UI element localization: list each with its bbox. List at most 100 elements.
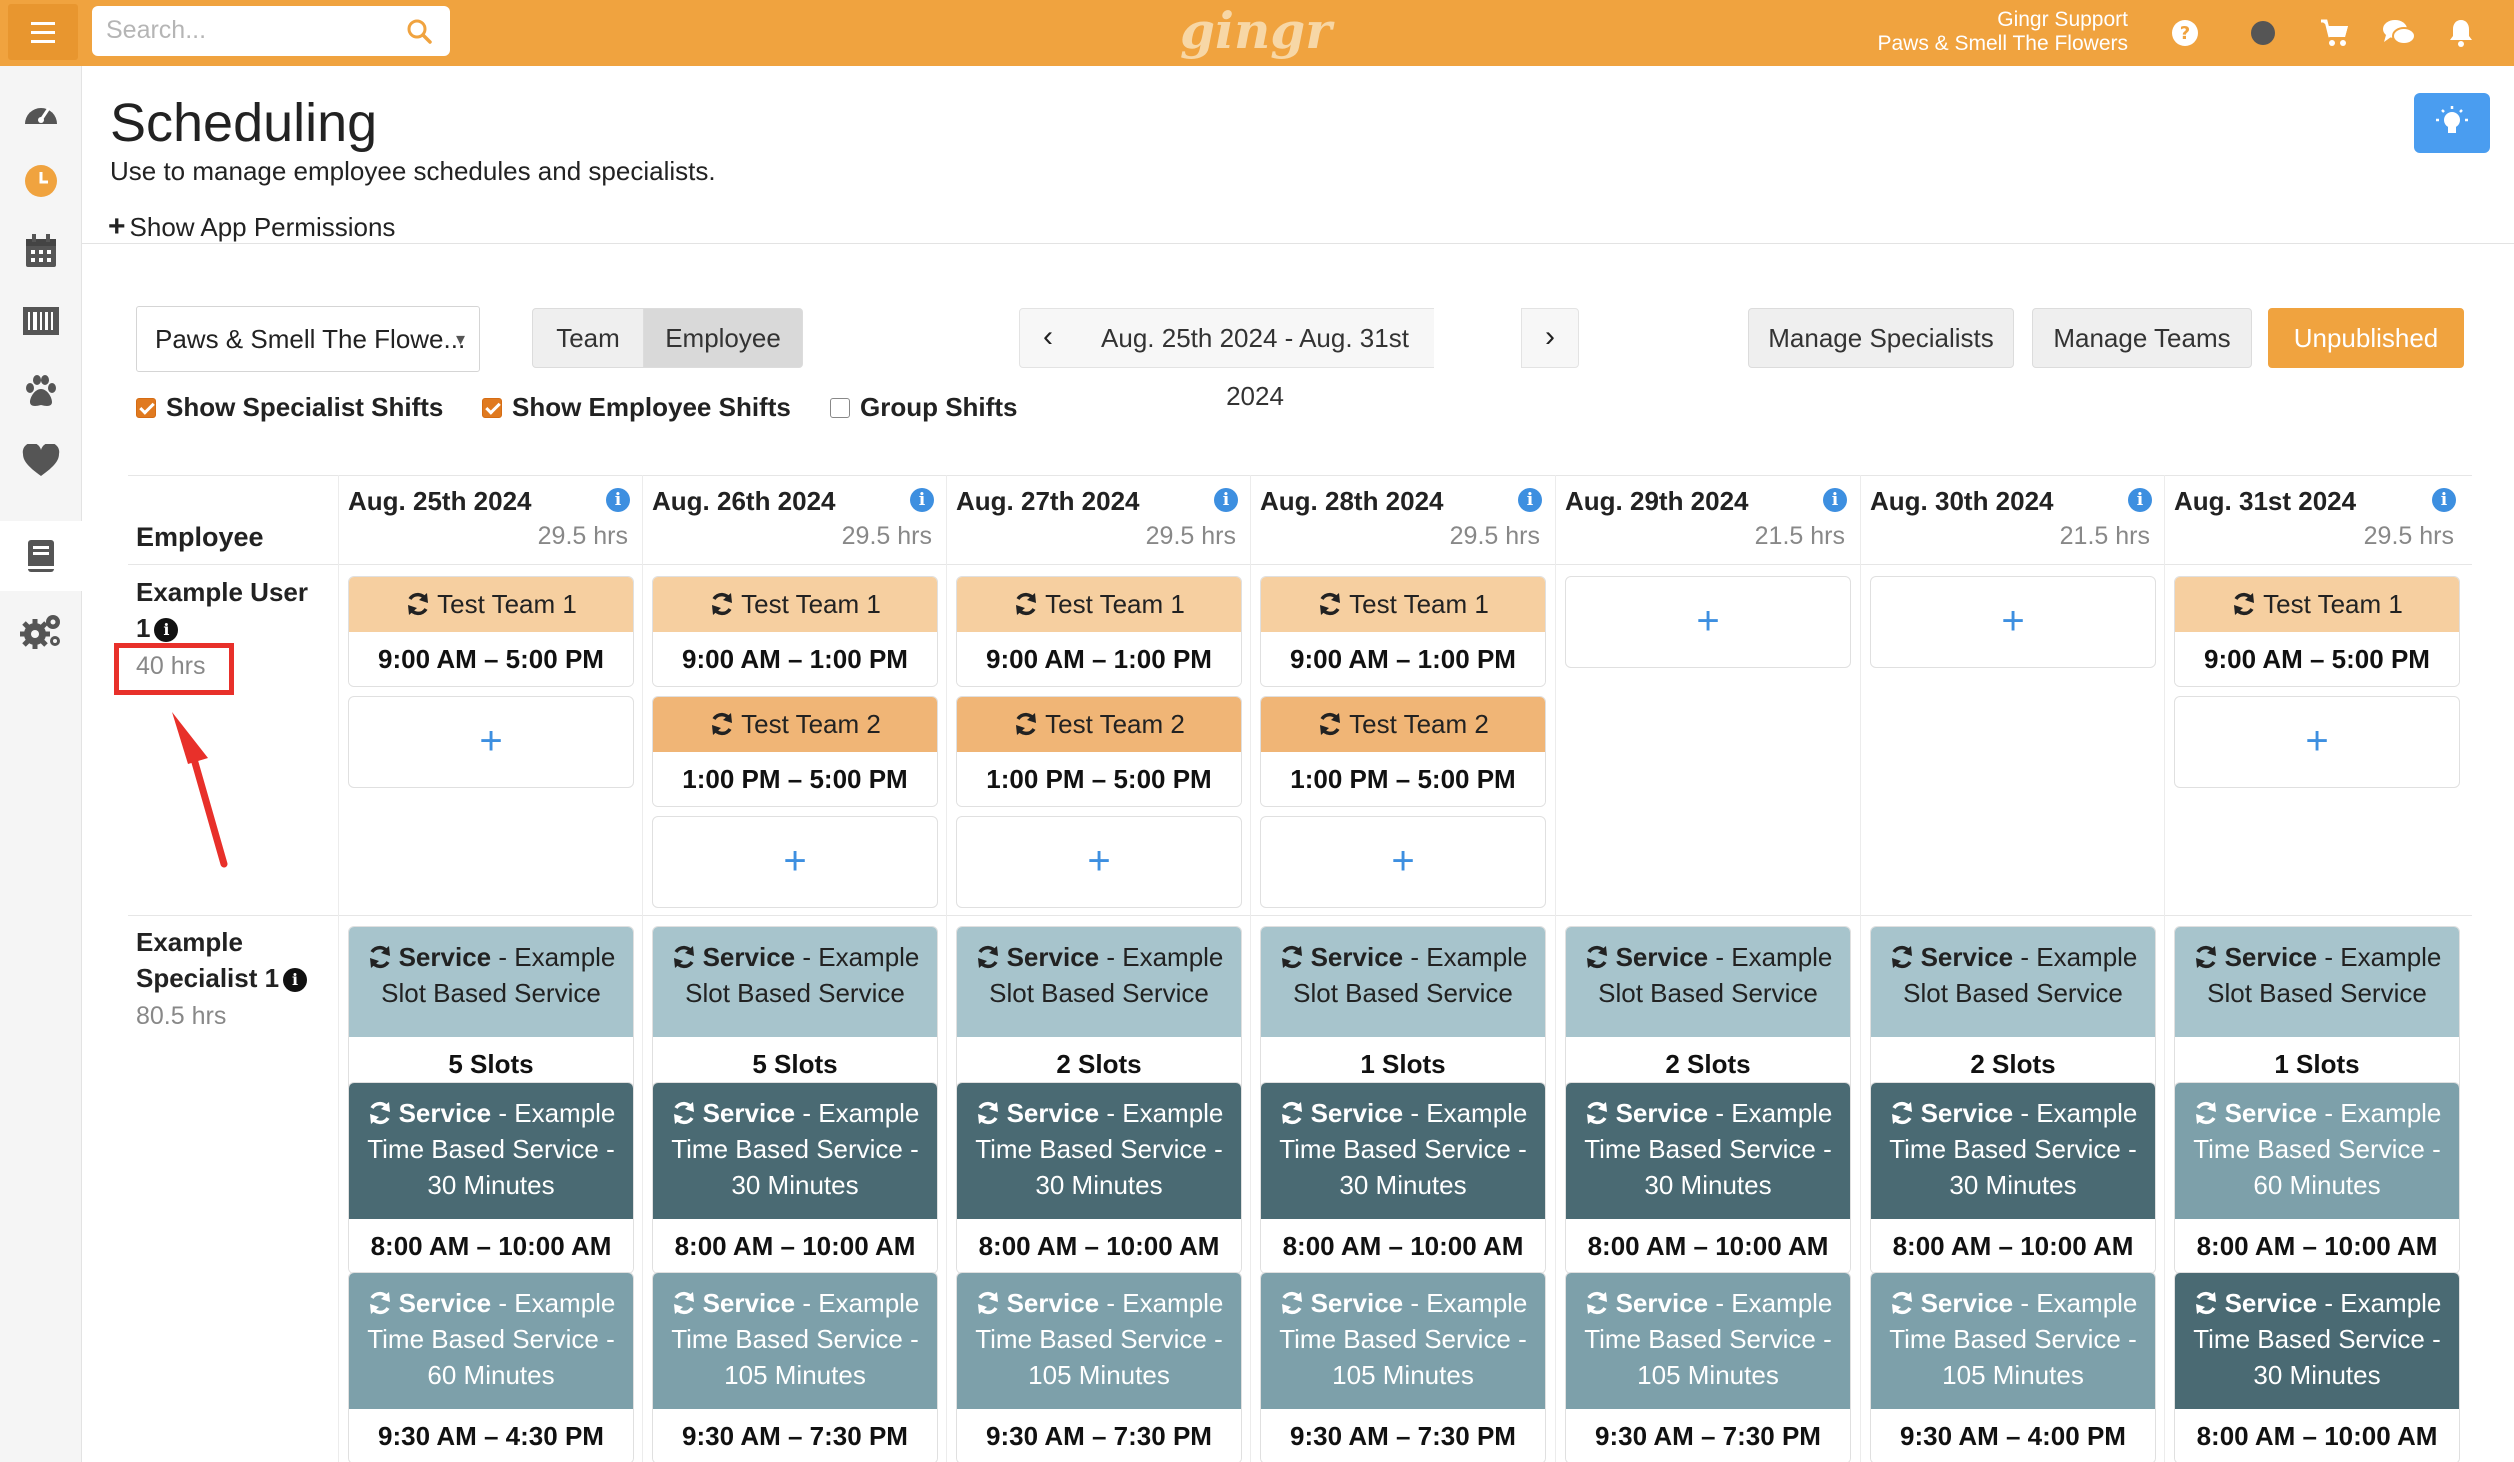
shift-team: Test Team 1 <box>741 589 881 619</box>
search-input[interactable] <box>106 6 386 54</box>
sync-icon <box>1586 1101 1607 1125</box>
checkbox-checked[interactable] <box>482 397 502 418</box>
manage-teams-button[interactable]: Manage Teams <box>2032 308 2252 368</box>
service-label: Service <box>1310 1288 1404 1318</box>
menu-icon[interactable] <box>8 4 78 60</box>
team-view-button[interactable]: Team <box>532 308 644 368</box>
show-specialist-shifts-checkbox[interactable]: Show Specialist Shifts <box>136 392 443 423</box>
service-card[interactable]: Service - Example Time Based Service - 3… <box>1870 1082 2156 1274</box>
search-box[interactable] <box>92 6 450 56</box>
shift-card[interactable]: Test Team 1 9:00 AM – 1:00 PM <box>652 576 938 687</box>
service-card[interactable]: Service - Example Time Based Service - 1… <box>652 1272 938 1462</box>
service-card[interactable]: Service - Example Time Based Service - 3… <box>956 1082 1242 1274</box>
user-info[interactable]: Gingr Support Paws & Smell The Flowers <box>1877 8 2128 56</box>
service-card[interactable]: Service - Example Time Based Service - 3… <box>1260 1082 1546 1274</box>
info-icon[interactable]: i <box>1214 488 1238 512</box>
paw-icon[interactable] <box>0 356 82 426</box>
add-shift-button[interactable]: + <box>1870 576 2156 668</box>
book-icon[interactable] <box>0 521 82 591</box>
shift-card[interactable]: Test Team 2 1:00 PM – 5:00 PM <box>1260 696 1546 807</box>
service-card[interactable]: Service - Example Time Based Service - 3… <box>348 1082 634 1274</box>
service-card[interactable]: Service - Example Slot Based Service 1 Sl… <box>2174 926 2460 1092</box>
service-label: Service <box>1615 1098 1709 1128</box>
service-card[interactable]: Service - Example Slot Based Service 2 Sl… <box>1565 926 1851 1092</box>
barcode-icon[interactable] <box>0 286 82 356</box>
day-hours: 29.5 hrs <box>841 522 932 550</box>
show-employee-shifts-label: Show Employee Shifts <box>512 392 791 422</box>
service-description: - Example Slot Based Service <box>685 942 920 1008</box>
service-description: - Example Time Based Service - 105 Minut… <box>671 1288 920 1390</box>
red-arrow-icon <box>172 712 228 868</box>
prev-week-button[interactable]: ‹ <box>1019 308 1077 368</box>
add-shift-button[interactable]: + <box>956 816 1242 908</box>
lightbulb-button[interactable] <box>2414 93 2490 153</box>
checkbox-unchecked[interactable] <box>830 397 850 418</box>
service-detail: 8:00 AM – 10:00 AM <box>653 1219 937 1273</box>
service-card[interactable]: Service - Example Slot Based Service 2 Sl… <box>1870 926 2156 1092</box>
info-icon[interactable]: i <box>2128 488 2152 512</box>
grid-divider <box>128 475 2472 476</box>
search-icon[interactable] <box>406 18 432 44</box>
shift-team: Test Team 2 <box>1349 709 1489 739</box>
service-card[interactable]: Service - Example Time Based Service - 1… <box>956 1272 1242 1462</box>
service-card[interactable]: Service - Example Slot Based Service 5 Sl… <box>652 926 938 1092</box>
cart-icon[interactable] <box>2316 14 2354 52</box>
info-icon[interactable]: i <box>154 618 179 642</box>
shift-card[interactable]: Test Team 1 9:00 AM – 1:00 PM <box>1260 576 1546 687</box>
service-card[interactable]: Service - Example Slot Based Service 1 Sl… <box>1260 926 1546 1092</box>
info-icon[interactable]: i <box>283 968 308 992</box>
show-employee-shifts-checkbox[interactable]: Show Employee Shifts <box>482 392 791 423</box>
service-card[interactable]: Service - Example Time Based Service - 1… <box>1260 1272 1546 1462</box>
sync-icon <box>1891 945 1912 969</box>
clock-icon[interactable] <box>0 146 82 216</box>
info-icon[interactable]: i <box>1518 488 1542 512</box>
next-week-button[interactable]: › <box>1521 308 1579 368</box>
manage-specialists-button[interactable]: Manage Specialists <box>1748 308 2014 368</box>
add-shift-button[interactable]: + <box>1260 816 1546 908</box>
service-card[interactable]: Service - Example Time Based Service - 3… <box>1565 1082 1851 1274</box>
service-card[interactable]: Service - Example Time Based Service - 3… <box>652 1082 938 1274</box>
info-icon[interactable]: i <box>1823 488 1847 512</box>
service-card[interactable]: Service - Example Time Based Service - 1… <box>1870 1272 2156 1462</box>
service-card[interactable]: Service - Example Slot Based Service 5 Sl… <box>348 926 634 1092</box>
info-icon[interactable]: i <box>2432 488 2456 512</box>
service-card[interactable]: Service - Example Time Based Service - 3… <box>2174 1272 2460 1462</box>
heart-icon[interactable] <box>0 426 82 496</box>
help-icon[interactable]: ? <box>2166 14 2204 52</box>
employee-view-button[interactable]: Employee <box>643 308 803 368</box>
add-shift-button[interactable]: + <box>348 696 634 788</box>
unpublished-button[interactable]: Unpublished <box>2268 308 2464 368</box>
sync-icon <box>1016 592 1037 616</box>
service-label: Service <box>2224 1288 2318 1318</box>
shift-card[interactable]: Test Team 2 1:00 PM – 5:00 PM <box>956 696 1242 807</box>
bell-icon[interactable] <box>2442 14 2480 52</box>
info-icon[interactable]: i <box>910 488 934 512</box>
dashboard-icon[interactable] <box>0 76 82 146</box>
date-range[interactable]: Aug. 25th 2024 - Aug. 31st 2024 <box>1076 308 1434 411</box>
add-shift-button[interactable]: + <box>1565 576 1851 668</box>
status-dot-icon[interactable] <box>2244 14 2282 52</box>
shift-card[interactable]: Test Team 1 9:00 AM – 5:00 PM <box>2174 576 2460 687</box>
shift-card[interactable]: Test Team 2 1:00 PM – 5:00 PM <box>652 696 938 807</box>
service-description: - Example Time Based Service - 30 Minute… <box>1889 1098 2138 1200</box>
gears-icon[interactable] <box>0 596 82 666</box>
add-shift-button[interactable]: + <box>652 816 938 908</box>
shift-card[interactable]: Test Team 1 9:00 AM – 5:00 PM <box>348 576 634 687</box>
service-card[interactable]: Service - Example Time Based Service - 6… <box>348 1272 634 1462</box>
calendar-icon[interactable] <box>0 216 82 286</box>
service-description: - Example Time Based Service - 30 Minute… <box>671 1098 920 1200</box>
service-card[interactable]: Service - Example Slot Based Service 2 Sl… <box>956 926 1242 1092</box>
service-card[interactable]: Service - Example Time Based Service - 1… <box>1565 1272 1851 1462</box>
plus-icon: + <box>2001 599 2025 643</box>
chat-icon[interactable] <box>2380 14 2418 52</box>
shift-card[interactable]: Test Team 1 9:00 AM – 1:00 PM <box>956 576 1242 687</box>
checkbox-checked[interactable] <box>136 397 156 418</box>
info-icon[interactable]: i <box>606 488 630 512</box>
show-permissions-link[interactable]: + Show App Permissions <box>108 210 395 244</box>
location-select[interactable]: Paws & Smell The Flowe... ▾ <box>136 306 480 372</box>
service-card[interactable]: Service - Example Time Based Service - 6… <box>2174 1082 2460 1274</box>
group-shifts-checkbox[interactable]: Group Shifts <box>830 392 1017 423</box>
service-description: - Example Slot Based Service <box>381 942 616 1008</box>
add-shift-button[interactable]: + <box>2174 696 2460 788</box>
